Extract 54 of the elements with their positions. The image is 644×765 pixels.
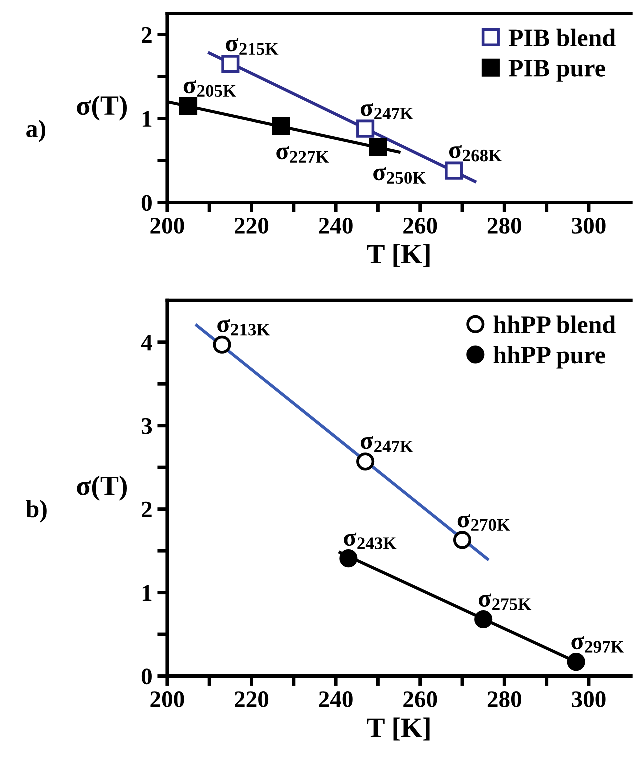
- annotation: σ$_{247K}$: [360, 103, 414, 120]
- point: [567, 653, 586, 672]
- x-tick-label: 300: [572, 692, 606, 708]
- y-axis-title: σ(T): [77, 96, 128, 121]
- y-axis-title: σ(T): [77, 476, 128, 502]
- legend-label: PIB pure: [508, 60, 606, 82]
- annotation: σ$_{250K}$: [374, 167, 426, 184]
- x-tick-label: 220: [235, 218, 269, 234]
- point: [356, 120, 375, 138]
- text: b): [26, 500, 47, 523]
- point: [474, 610, 493, 629]
- point: [369, 138, 388, 156]
- annotation: σ$_{213K}$: [218, 319, 270, 336]
- text: a): [26, 120, 46, 143]
- x-tick-label: 200: [150, 692, 184, 708]
- x-tick-label: 280: [488, 218, 522, 234]
- x-tick-label: 240: [319, 692, 353, 708]
- annotation: σ$_{205K}$: [184, 80, 236, 98]
- point: [272, 117, 290, 136]
- x-tick-label: 260: [404, 692, 438, 708]
- annotation: σ$_{243K}$: [344, 532, 397, 550]
- y-tick-label: 1: [142, 111, 152, 127]
- x-tick-label: 200: [150, 218, 184, 234]
- y-tick-label: 3: [142, 418, 152, 434]
- annotation: σ$_{227K}$: [276, 146, 330, 163]
- y-tick-label: 2: [142, 27, 152, 43]
- y-tick-label: 4: [141, 335, 152, 351]
- point: [453, 531, 472, 550]
- legend-label: hhPP pure: [494, 346, 606, 369]
- point: [179, 97, 198, 116]
- x-axis-title: T [K]: [367, 718, 430, 741]
- legend-label: PIB blend: [508, 28, 616, 47]
- y-tick-label: 1: [142, 585, 152, 601]
- x-tick-label: 300: [572, 218, 606, 234]
- y-tick-label: 0: [142, 195, 152, 212]
- point: [222, 55, 240, 74]
- annotation: σ$_{297K}$: [572, 636, 624, 653]
- x-tick-label: 220: [235, 692, 269, 708]
- point: [213, 336, 232, 354]
- point: [356, 452, 375, 471]
- y-tick-label: 0: [142, 668, 152, 685]
- point: [445, 162, 464, 180]
- x-tick-label: 260: [404, 218, 438, 234]
- annotation: σ$_{247K}$: [360, 436, 414, 452]
- x-tick-label: 280: [488, 692, 522, 708]
- annotation: σ$_{268K}$: [449, 145, 502, 162]
- annotation: σ$_{215K}$: [226, 38, 279, 56]
- annotation: σ$_{270K}$: [458, 514, 510, 532]
- legend-label: hhPP blend: [494, 316, 616, 334]
- annotation: σ$_{275K}$: [478, 594, 532, 610]
- x-tick-label: 240: [319, 218, 353, 234]
- point: [340, 550, 358, 568]
- y-tick-label: 2: [142, 502, 152, 518]
- x-axis-title: T [K]: [367, 244, 430, 268]
